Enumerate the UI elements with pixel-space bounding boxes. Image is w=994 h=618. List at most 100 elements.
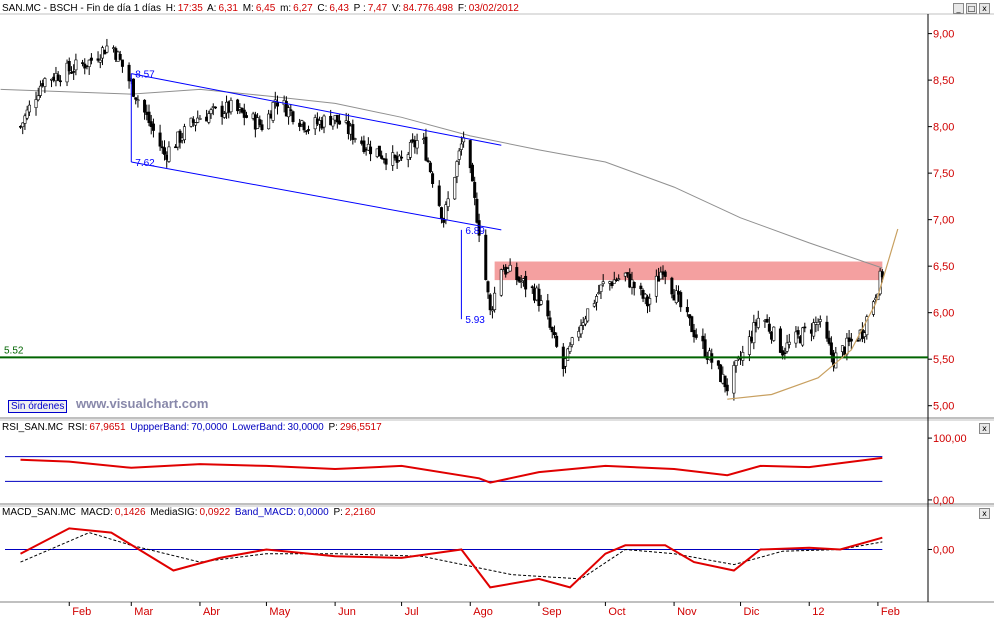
candle-body [747, 336, 751, 355]
candle-body [865, 316, 869, 336]
upper-band-label: UppperBand: [130, 422, 190, 433]
candle-body [72, 71, 76, 73]
candle-body [515, 267, 519, 281]
rsi-close-button[interactable]: x [979, 423, 990, 434]
candle-body [470, 164, 474, 182]
candle-body [493, 292, 497, 310]
candle-body [555, 335, 559, 347]
candle-body [827, 337, 831, 344]
time-tick-label: Oct [608, 606, 625, 618]
candle-body [794, 331, 798, 344]
price-tick-label: 8,00 [933, 122, 954, 134]
candle-body [812, 322, 816, 337]
candle-body [756, 317, 760, 328]
low-value: 6,27 [293, 3, 313, 14]
watermark: www.visualchart.com [76, 396, 209, 411]
macd-label: MACD: [80, 507, 113, 518]
candle-body [96, 58, 100, 61]
candle-body [586, 308, 590, 322]
candle-body [703, 339, 707, 358]
time-tick-label: Feb [881, 606, 900, 618]
candle-body [610, 282, 614, 286]
candle-body [530, 286, 534, 289]
price-tick-label: 5,00 [933, 401, 954, 413]
candle-body [260, 124, 264, 130]
candle-body [160, 146, 164, 149]
candle-body [207, 113, 211, 123]
price-tick-label: 5,50 [933, 354, 954, 366]
candle-body [151, 123, 155, 131]
date-label: F: [457, 3, 467, 14]
candle-body [43, 78, 47, 87]
measure-label: 6.89 [465, 226, 485, 237]
candle-body [428, 162, 432, 173]
candle-body [27, 104, 31, 113]
candle-body [136, 99, 140, 102]
time-tick-label: Jun [338, 606, 356, 618]
candle-body [244, 115, 248, 118]
candle-body [331, 118, 335, 127]
candle-body [539, 300, 543, 305]
minimize-button[interactable]: _ [953, 3, 964, 14]
candle-body [595, 296, 599, 303]
candle-body [391, 152, 395, 166]
price-tick-label: 8,50 [933, 75, 954, 87]
candle-body [477, 220, 481, 236]
candle-body [701, 335, 705, 342]
candle-body [453, 177, 457, 200]
measure-label: 7.62 [135, 158, 155, 169]
orders-badge[interactable]: Sin órdenes [8, 400, 68, 413]
candle-body [692, 329, 696, 338]
candle-body [670, 277, 674, 295]
candle-body [617, 278, 621, 281]
macd-tick-label: 0,00 [933, 544, 954, 556]
candle-body [767, 323, 771, 332]
restore-button[interactable]: □ [966, 3, 977, 14]
lower-band-label: LowerBand: [232, 422, 286, 433]
rsi-panel-window-controls: x [979, 423, 990, 434]
resistance-zone [494, 261, 883, 281]
candle-body [307, 129, 311, 131]
candle-body [816, 321, 820, 325]
macd-close-button[interactable]: x [979, 508, 990, 519]
price-tick-label: 9,00 [933, 29, 954, 41]
high-value: 6,45 [255, 3, 276, 14]
volume-label: V: [391, 3, 402, 14]
candle-body [778, 328, 782, 353]
candle-body [648, 298, 652, 305]
candle-body [69, 72, 73, 74]
candle-body [362, 140, 366, 152]
candle-body [880, 271, 884, 278]
signal-value: 0,0922 [199, 507, 231, 518]
candle-body [143, 99, 147, 113]
macd-p-value: 2,2160 [344, 507, 376, 518]
candle-body [298, 122, 302, 127]
candle-body [408, 142, 412, 158]
candle-body [271, 101, 275, 121]
candle-body [690, 316, 694, 333]
candle-body [663, 271, 667, 277]
band-macd-value: 0,0000 [298, 507, 329, 518]
date-value: 03/02/2012 [468, 3, 519, 14]
candle-body [56, 74, 60, 81]
close-button[interactable]: x [979, 3, 990, 14]
candle-body [654, 275, 658, 297]
candle-body [685, 306, 689, 313]
lower-band-value: 30,0000 [287, 422, 324, 433]
time-tick-label: Nov [677, 606, 697, 618]
time-tick-label: Abr [203, 606, 220, 618]
candle-body [459, 143, 463, 150]
candle-body [716, 360, 720, 366]
candle-body [426, 160, 430, 162]
p-label: P : [353, 3, 366, 14]
channel-upper-line [131, 73, 502, 146]
candle-body [112, 47, 116, 49]
candle-body [158, 132, 162, 147]
time-tick-label: May [269, 606, 290, 618]
candle-body [490, 309, 494, 312]
candle-body [787, 341, 791, 345]
symbol-label: SAN.MC - BSCH - Fin de día 1 días [2, 3, 161, 14]
support-label: 5.52 [4, 345, 24, 356]
candle-body [65, 62, 69, 83]
